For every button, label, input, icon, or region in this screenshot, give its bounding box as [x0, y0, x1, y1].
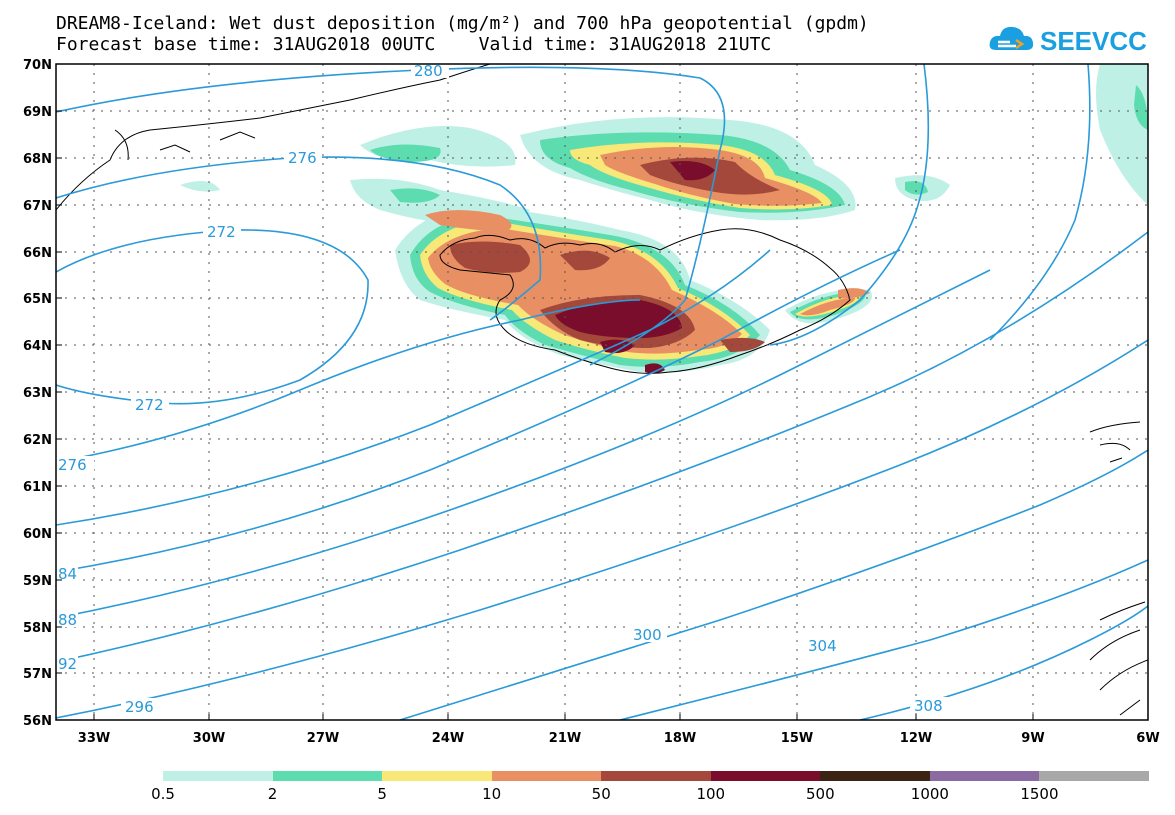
- axis-ticks: [56, 63, 1034, 720]
- dust-deposition-field: [180, 64, 1148, 374]
- lon-label: 18W: [664, 731, 696, 746]
- contour-label: 92: [58, 655, 77, 673]
- lat-label: 60N: [23, 527, 52, 542]
- legend-label: 50: [591, 785, 611, 803]
- geopotential-contours: [56, 64, 1148, 720]
- contour-labels: 280 276 272 272 276 84 88 92 296 300 304…: [56, 62, 948, 716]
- lat-label: 62N: [23, 433, 52, 448]
- legend-swatch: [601, 771, 712, 781]
- logo-text: SEEVCCC: [1040, 26, 1148, 56]
- lon-label: 6W: [1136, 731, 1159, 746]
- lon-label: 12W: [900, 731, 932, 746]
- contour-label: 280: [414, 62, 443, 80]
- coastlines: [56, 64, 1148, 716]
- lat-label: 56N: [23, 714, 52, 729]
- map-subtitle: Forecast base time: 31AUG2018 00UTC Vali…: [56, 34, 772, 55]
- legend-label: 5: [377, 785, 387, 803]
- seevccc-logo: SEEVCCC: [988, 20, 1166, 58]
- legend-label: 1500: [1020, 785, 1059, 803]
- contour-280: [56, 66, 726, 366]
- legend-swatch: [272, 771, 383, 781]
- contour-label: 304: [808, 637, 837, 655]
- lon-label: 33W: [78, 731, 110, 746]
- lat-label: 65N: [23, 292, 52, 307]
- legend-swatch: [710, 771, 821, 781]
- lon-label: 21W: [549, 731, 581, 746]
- lon-label: 30W: [193, 731, 225, 746]
- contour-label: 308: [914, 697, 943, 715]
- contour-272: [56, 229, 369, 405]
- legend-label: 2: [267, 785, 278, 803]
- legend-label: 10: [482, 785, 502, 803]
- lat-label: 69N: [23, 105, 52, 120]
- lat-label: 66N: [23, 246, 52, 261]
- contour-label: 276: [58, 456, 87, 474]
- legend-swatch: [382, 771, 493, 781]
- forecast-map: 280 276 272 272 276 84 88 92 296 300 304…: [23, 58, 1160, 746]
- legend-label: 0.5: [151, 785, 175, 803]
- contour-label: 88: [58, 611, 77, 629]
- latitude-labels: 70N 69N 68N 67N 66N 65N 64N 63N 62N 61N …: [23, 58, 52, 729]
- lat-label: 61N: [23, 480, 52, 495]
- lat-label: 67N: [23, 199, 52, 214]
- contour-label: 84: [58, 565, 77, 583]
- map-title: DREAM8-Iceland: Wet dust deposition (mg/…: [56, 13, 869, 34]
- lat-label: 58N: [23, 621, 52, 636]
- lon-label: 9W: [1021, 731, 1044, 746]
- legend-swatch: [163, 771, 274, 781]
- legend-label: 100: [696, 785, 726, 803]
- contour-276-south: [56, 299, 641, 463]
- legend-swatch: [929, 771, 1040, 781]
- legend-label: 1000: [910, 785, 949, 803]
- contour-label: 276: [288, 149, 317, 167]
- legend-swatch: [1039, 771, 1150, 781]
- legend-label: 500: [806, 785, 835, 803]
- lat-label: 68N: [23, 152, 52, 167]
- contour-label: 272: [135, 396, 164, 414]
- lat-label: 63N: [23, 386, 52, 401]
- contour-label: 272: [207, 223, 236, 241]
- lon-label: 24W: [432, 731, 464, 746]
- lat-label: 64N: [23, 339, 52, 354]
- longitude-labels: 33W 30W 27W 24W 21W 18W 15W 12W 9W 6W: [78, 731, 1160, 746]
- legend-swatch: [820, 771, 931, 781]
- lat-label: 70N: [23, 58, 52, 73]
- lat-label: 59N: [23, 574, 52, 589]
- legend-swatch: [491, 771, 602, 781]
- cloud-icon: SEEVCCC: [989, 26, 1166, 56]
- lat-lon-grid: [56, 64, 1148, 720]
- lat-label: 57N: [23, 667, 52, 682]
- contour-label: 296: [125, 698, 154, 716]
- color-legend: 0.5 2 5 10 50 100 500 1000 1500: [151, 771, 1150, 811]
- contour-label: 300: [633, 626, 662, 644]
- contour-276-north: [56, 156, 542, 321]
- lon-label: 15W: [781, 731, 813, 746]
- lon-label: 27W: [307, 731, 339, 746]
